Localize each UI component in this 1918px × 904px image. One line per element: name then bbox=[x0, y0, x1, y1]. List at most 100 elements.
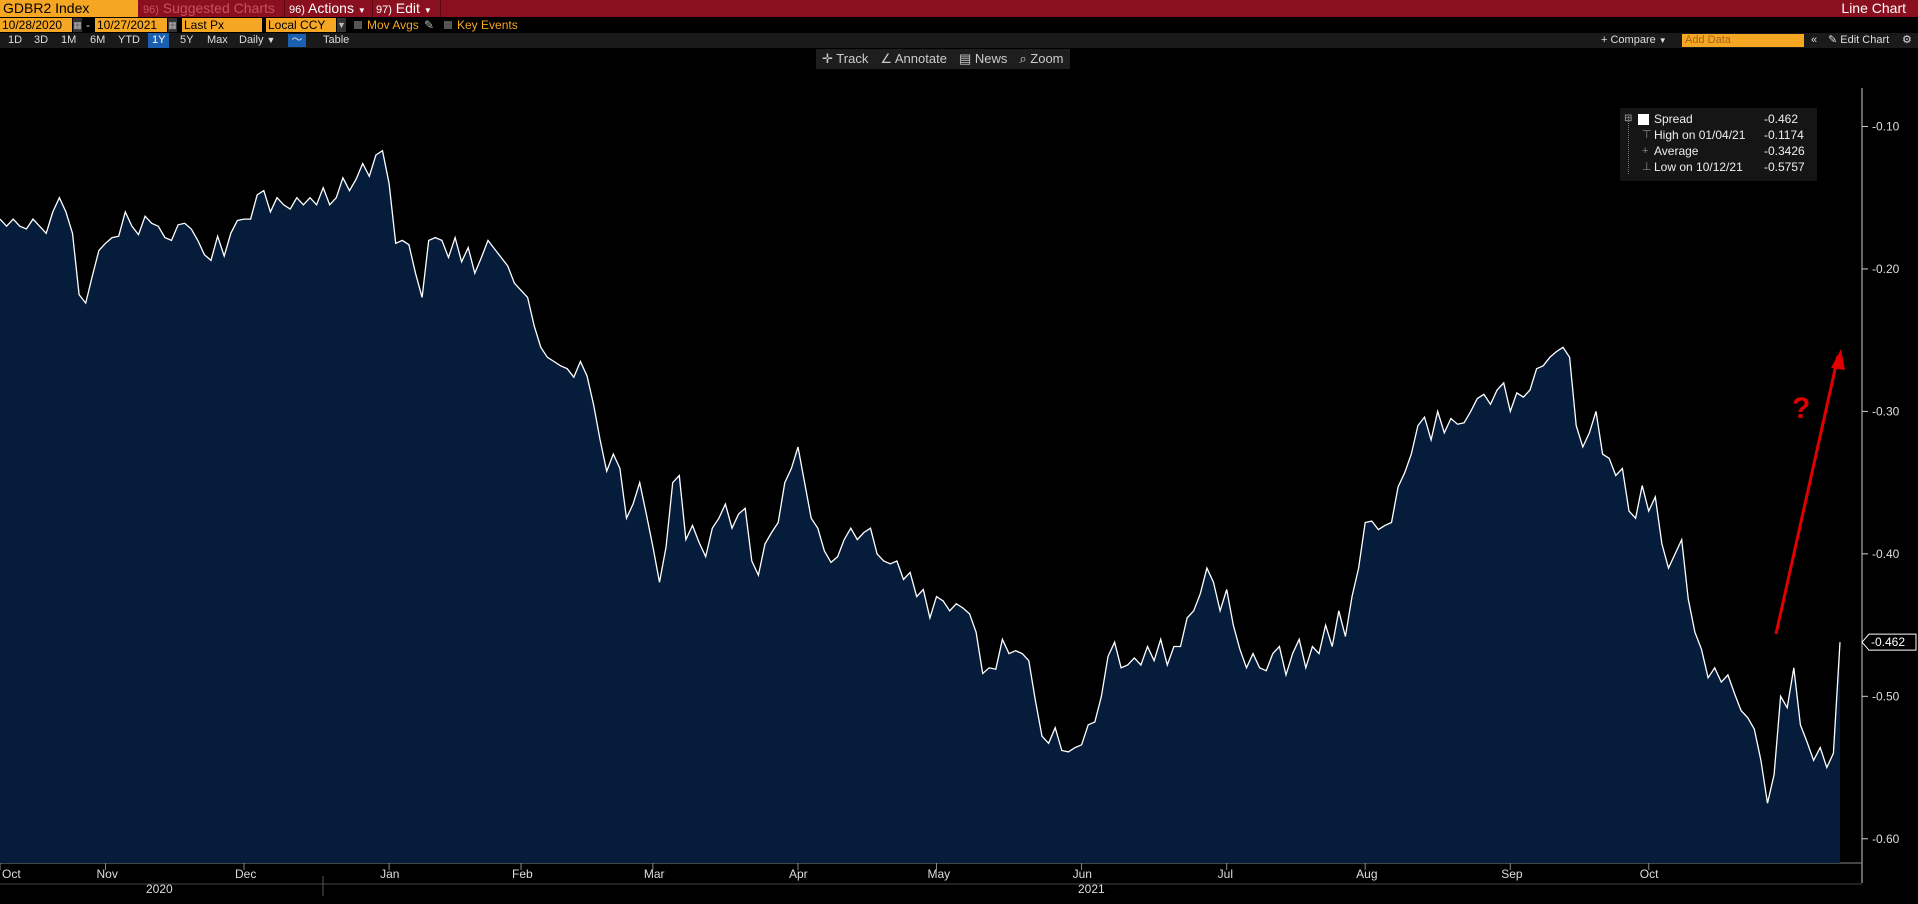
currency-selector[interactable]: Local CCY bbox=[266, 18, 336, 32]
timeframe-1m[interactable]: 1M bbox=[61, 34, 77, 46]
x-tick-label: Dec bbox=[235, 867, 256, 881]
actions-label: Actions bbox=[308, 0, 354, 16]
start-date-field[interactable]: 10/28/2020 bbox=[0, 18, 72, 32]
y-tick-label: -0.30 bbox=[1872, 404, 1900, 418]
legend-spread-label: Spread bbox=[1654, 112, 1693, 126]
y-tick-label: -0.50 bbox=[1872, 689, 1900, 703]
x-tick-label: Nov bbox=[97, 867, 118, 881]
suggested-charts-menu[interactable]: 96) Suggested Charts bbox=[143, 0, 275, 17]
annotate-tool[interactable]: ∠ Annotate bbox=[874, 49, 953, 69]
gear-icon[interactable]: ⚙ bbox=[1902, 34, 1912, 46]
track-tool[interactable]: ✛ Track bbox=[816, 49, 874, 69]
legend-low: ⊥ Low on 10/12/21 -0.5757 bbox=[1620, 159, 1817, 175]
pencil-icon: ✎ bbox=[1828, 34, 1838, 46]
x-tick-label: Oct bbox=[1640, 867, 1659, 881]
suggested-charts-number: 96) bbox=[143, 4, 159, 16]
arrow-head bbox=[1831, 349, 1845, 370]
news-tool[interactable]: ▤ News bbox=[953, 49, 1013, 69]
edit-chart-button[interactable]: ✎ Edit Chart bbox=[1828, 33, 1889, 48]
end-date-field[interactable]: 10/27/2021 bbox=[95, 18, 167, 32]
chart-legend: ⊟ Spread -0.462 ⊤ High on 01/04/21 -0.11… bbox=[1620, 108, 1817, 181]
edit-menu[interactable]: 97) Edit ▼ bbox=[376, 0, 432, 17]
x-tick-label: Mar bbox=[644, 867, 665, 881]
x-tick-label: Jun bbox=[1073, 867, 1092, 881]
last-value-label: -0.462 bbox=[1871, 635, 1905, 649]
series-color-swatch bbox=[1638, 114, 1649, 125]
edit-number: 97) bbox=[376, 4, 392, 16]
annotation-arrow: ? bbox=[1774, 349, 1845, 635]
x-tick-label: Feb bbox=[512, 867, 533, 881]
legend-low-label: Low on 10/12/21 bbox=[1654, 160, 1743, 174]
controls-row: 10/28/2020 ▦ - 10/27/2021 ▦ Last Px Loca… bbox=[0, 17, 1918, 33]
legend-high: ⊤ High on 01/04/21 -0.1174 bbox=[1620, 127, 1817, 143]
key-events-label[interactable]: Key Events bbox=[457, 18, 518, 32]
legend-average-label: Average bbox=[1654, 144, 1699, 158]
collapse-icon[interactable]: « bbox=[1811, 34, 1818, 46]
timeframe-3d[interactable]: 3D bbox=[34, 34, 49, 46]
date-separator: - bbox=[86, 18, 90, 32]
chevron-down-icon: ▼ bbox=[423, 6, 432, 15]
x-tick-label: Oct bbox=[2, 867, 21, 881]
calendar-icon[interactable]: ▦ bbox=[73, 18, 82, 32]
spread-area-fill bbox=[0, 150, 1840, 863]
year-label-2020: 2020 bbox=[146, 882, 173, 896]
zoom-label: Zoom bbox=[1030, 51, 1064, 66]
chevron-down-icon[interactable]: ▼ bbox=[337, 18, 346, 32]
legend-low-value: -0.5757 bbox=[1764, 160, 1805, 174]
mov-avgs-checkbox[interactable] bbox=[354, 21, 362, 29]
zoom-tool[interactable]: ⌕ Zoom bbox=[1013, 49, 1069, 69]
ticker-text: GDBR2 Index bbox=[3, 0, 90, 16]
menu-divider bbox=[372, 0, 373, 17]
periodicity-dropdown[interactable]: Daily ▼ bbox=[239, 33, 275, 48]
table-button[interactable]: Table bbox=[323, 34, 350, 46]
x-tick-label: Sep bbox=[1501, 867, 1523, 881]
zoom-icon: ⌕ bbox=[1019, 51, 1027, 66]
legend-spread[interactable]: ⊟ Spread -0.462 bbox=[1620, 111, 1817, 127]
chevron-down-icon: ▼ bbox=[357, 6, 366, 15]
timeframe-1d[interactable]: 1D bbox=[8, 34, 23, 46]
legend-tree-line bbox=[1628, 116, 1635, 174]
menu-divider bbox=[284, 0, 285, 17]
y-tick-label: -0.60 bbox=[1872, 832, 1900, 846]
y-tick-label: -0.10 bbox=[1872, 119, 1900, 133]
average-marker-icon: + bbox=[1642, 145, 1649, 157]
legend-spread-value: -0.462 bbox=[1764, 112, 1799, 126]
timeframe-ytd[interactable]: YTD bbox=[118, 34, 140, 46]
x-tick-label: Jan bbox=[380, 867, 399, 881]
actions-menu[interactable]: 96) Actions ▼ bbox=[289, 0, 366, 17]
low-marker-icon: ⊥ bbox=[1642, 161, 1652, 173]
line-chart-icon[interactable]: 〜 bbox=[288, 34, 306, 47]
suggested-charts-label: Suggested Charts bbox=[162, 0, 275, 16]
field-selector[interactable]: Last Px bbox=[182, 18, 262, 32]
crosshair-icon: ✛ bbox=[822, 51, 833, 66]
year-label-2021: 2021 bbox=[1078, 882, 1105, 896]
ticker-field[interactable]: GDBR2 Index bbox=[0, 0, 138, 17]
legend-high-label: High on 01/04/21 bbox=[1654, 128, 1746, 142]
periodicity-label: Daily bbox=[239, 34, 264, 46]
collapse-box-icon[interactable]: ⊟ bbox=[1624, 113, 1633, 124]
line-chart[interactable]: ? -0.10 -0.20 -0.30 -0.40 -0.50 -0.60 -0.462 O… bbox=[0, 48, 1918, 904]
legend-average-value: -0.3426 bbox=[1764, 144, 1805, 158]
actions-number: 96) bbox=[289, 4, 305, 16]
y-tick-label: -0.20 bbox=[1872, 262, 1900, 276]
track-label: Track bbox=[836, 51, 869, 66]
timeframe-5y[interactable]: 5Y bbox=[180, 34, 194, 46]
timeframe-row: 1D 3D 1M 6M YTD 1Y 5Y Max Daily ▼ 〜 Tabl… bbox=[0, 33, 1918, 48]
timeframe-max[interactable]: Max bbox=[207, 34, 228, 46]
x-tick-label: Jul bbox=[1218, 867, 1233, 881]
timeframe-1y[interactable]: 1Y bbox=[148, 33, 170, 48]
timeframe-6m[interactable]: 6M bbox=[90, 34, 106, 46]
news-icon: ▤ bbox=[958, 51, 972, 66]
mov-avgs-label[interactable]: Mov Avgs bbox=[367, 18, 419, 32]
add-data-input[interactable]: Add Data bbox=[1682, 34, 1804, 47]
edit-label: Edit bbox=[395, 0, 420, 16]
key-events-checkbox[interactable] bbox=[444, 21, 452, 29]
compare-button[interactable]: + Compare ▼ bbox=[1601, 33, 1667, 48]
calendar-icon[interactable]: ▦ bbox=[168, 18, 177, 32]
edit-chart-label: Edit Chart bbox=[1840, 34, 1890, 46]
legend-average: + Average -0.3426 bbox=[1620, 143, 1817, 159]
pencil-icon[interactable]: ✎ bbox=[424, 18, 435, 32]
annotate-label: Annotate bbox=[894, 51, 947, 66]
chevron-down-icon: ▼ bbox=[266, 35, 276, 45]
x-tick-label: Apr bbox=[789, 867, 808, 881]
